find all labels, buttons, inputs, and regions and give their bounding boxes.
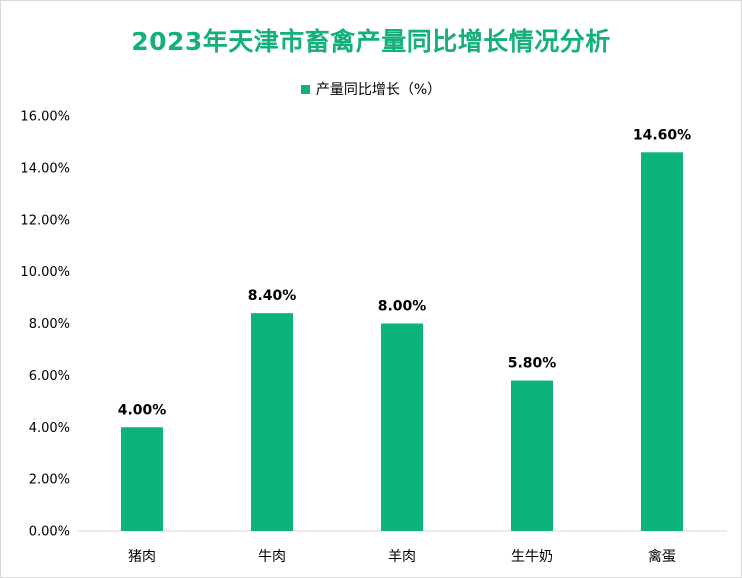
y-tick-label: 2.00%: [29, 473, 70, 488]
bar: [251, 313, 293, 531]
bar: [381, 323, 423, 531]
x-tick-label: 生牛奶: [511, 549, 553, 565]
bar: [511, 380, 553, 531]
bar: [641, 152, 683, 531]
data-label: 8.00%: [378, 299, 427, 315]
legend-swatch: [300, 84, 310, 94]
y-tick-label: 0.00%: [29, 525, 70, 540]
x-tick-label: 羊肉: [388, 549, 416, 565]
data-label: 8.40%: [248, 288, 297, 304]
y-tick-label: 8.00%: [29, 317, 70, 332]
x-tick-label: 牛肉: [258, 549, 286, 565]
chart-title: 2023年天津市畜禽产量同比增长情况分析: [131, 27, 611, 56]
data-label: 5.80%: [508, 356, 557, 372]
y-tick-label: 12.00%: [20, 213, 70, 228]
data-label: 4.00%: [118, 402, 167, 418]
y-tick-label: 4.00%: [29, 421, 70, 436]
data-label: 14.60%: [633, 127, 691, 143]
chart-legend: 产量同比增长（%）: [0, 79, 742, 99]
y-tick-label: 14.00%: [20, 161, 70, 176]
legend-label: 产量同比增长（%）: [315, 82, 442, 98]
y-tick-label: 10.00%: [20, 265, 70, 280]
x-tick-label: 禽蛋: [648, 548, 676, 565]
x-tick-label: 猪肉: [128, 549, 156, 565]
y-tick-label: 6.00%: [29, 369, 70, 384]
bar: [121, 427, 163, 531]
y-tick-label: 16.00%: [20, 110, 70, 125]
